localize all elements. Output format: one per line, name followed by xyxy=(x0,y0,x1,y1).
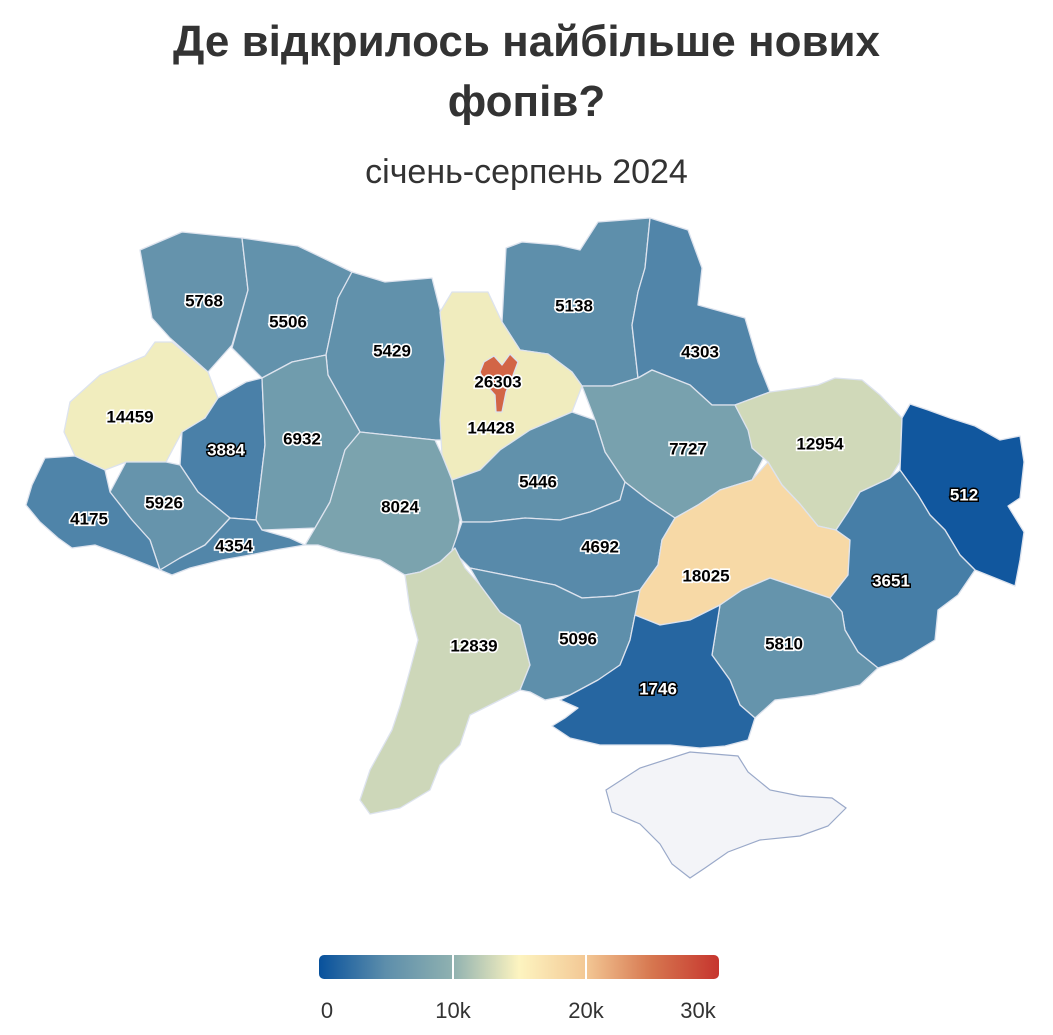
color-scale-bar xyxy=(319,955,719,979)
label-khmelnytskyi: 6932 xyxy=(283,429,321,448)
chart-title-line-2: фопів? xyxy=(447,77,606,126)
label-chernihiv: 5138 xyxy=(555,296,593,315)
color-scale-label-0: 0 xyxy=(320,998,334,1023)
color-scale-tick-20k xyxy=(585,955,587,979)
label-chernivtsi: 4354 xyxy=(215,536,253,555)
region-chernivtsi[interactable] xyxy=(159,517,306,576)
label-kyiv-city: 26303 xyxy=(474,372,521,391)
label-ternopil: 3884 xyxy=(207,440,245,459)
label-zaporizhzhia: 5810 xyxy=(765,634,803,653)
label-rivne: 5506 xyxy=(269,312,307,331)
label-lviv: 14459 xyxy=(106,407,153,426)
chart-title: Де відкрилось найбільше нових фопів? xyxy=(0,12,1053,132)
label-zakarpattia: 4175 xyxy=(70,509,108,528)
region-crimea xyxy=(605,751,847,879)
region-zakarpattia[interactable] xyxy=(25,455,161,571)
region-kyiv-city[interactable] xyxy=(479,353,519,413)
chart-title-line-1: Де відкрилось найбільше нових xyxy=(172,17,881,66)
label-sumy: 4303 xyxy=(681,342,719,361)
label-ivano-frankivsk: 5926 xyxy=(145,493,183,512)
label-kyiv-oblast: 14428 xyxy=(467,418,514,437)
label-zhytomyr: 5429 xyxy=(373,341,411,360)
label-dnipropetrovsk: 18025 xyxy=(682,566,729,585)
region-volyn[interactable] xyxy=(139,231,249,373)
color-scale-label-10k: 10k xyxy=(435,998,471,1023)
label-kharkiv: 12954 xyxy=(796,434,844,453)
label-cherkasy: 5446 xyxy=(519,472,557,491)
label-vinnytsia: 8024 xyxy=(381,497,419,516)
color-scale-tick-10k xyxy=(452,955,454,979)
region-odesa[interactable] xyxy=(359,547,531,815)
region-kherson[interactable] xyxy=(551,604,756,749)
label-poltava: 7727 xyxy=(669,439,707,458)
color-scale-label-20k: 20k xyxy=(568,998,604,1023)
label-luhansk: 512 xyxy=(950,485,978,504)
label-mykolaiv: 5096 xyxy=(559,629,597,648)
label-volyn: 5768 xyxy=(185,291,223,310)
label-kirovohrad: 4692 xyxy=(581,537,619,556)
color-scale-label-30k: 30k xyxy=(680,998,716,1023)
label-odesa: 12839 xyxy=(450,636,497,655)
chart-subtitle: січень-серпень 2024 xyxy=(365,153,688,191)
label-donetsk: 3651 xyxy=(872,571,910,590)
label-kherson: 1746 xyxy=(639,679,677,698)
